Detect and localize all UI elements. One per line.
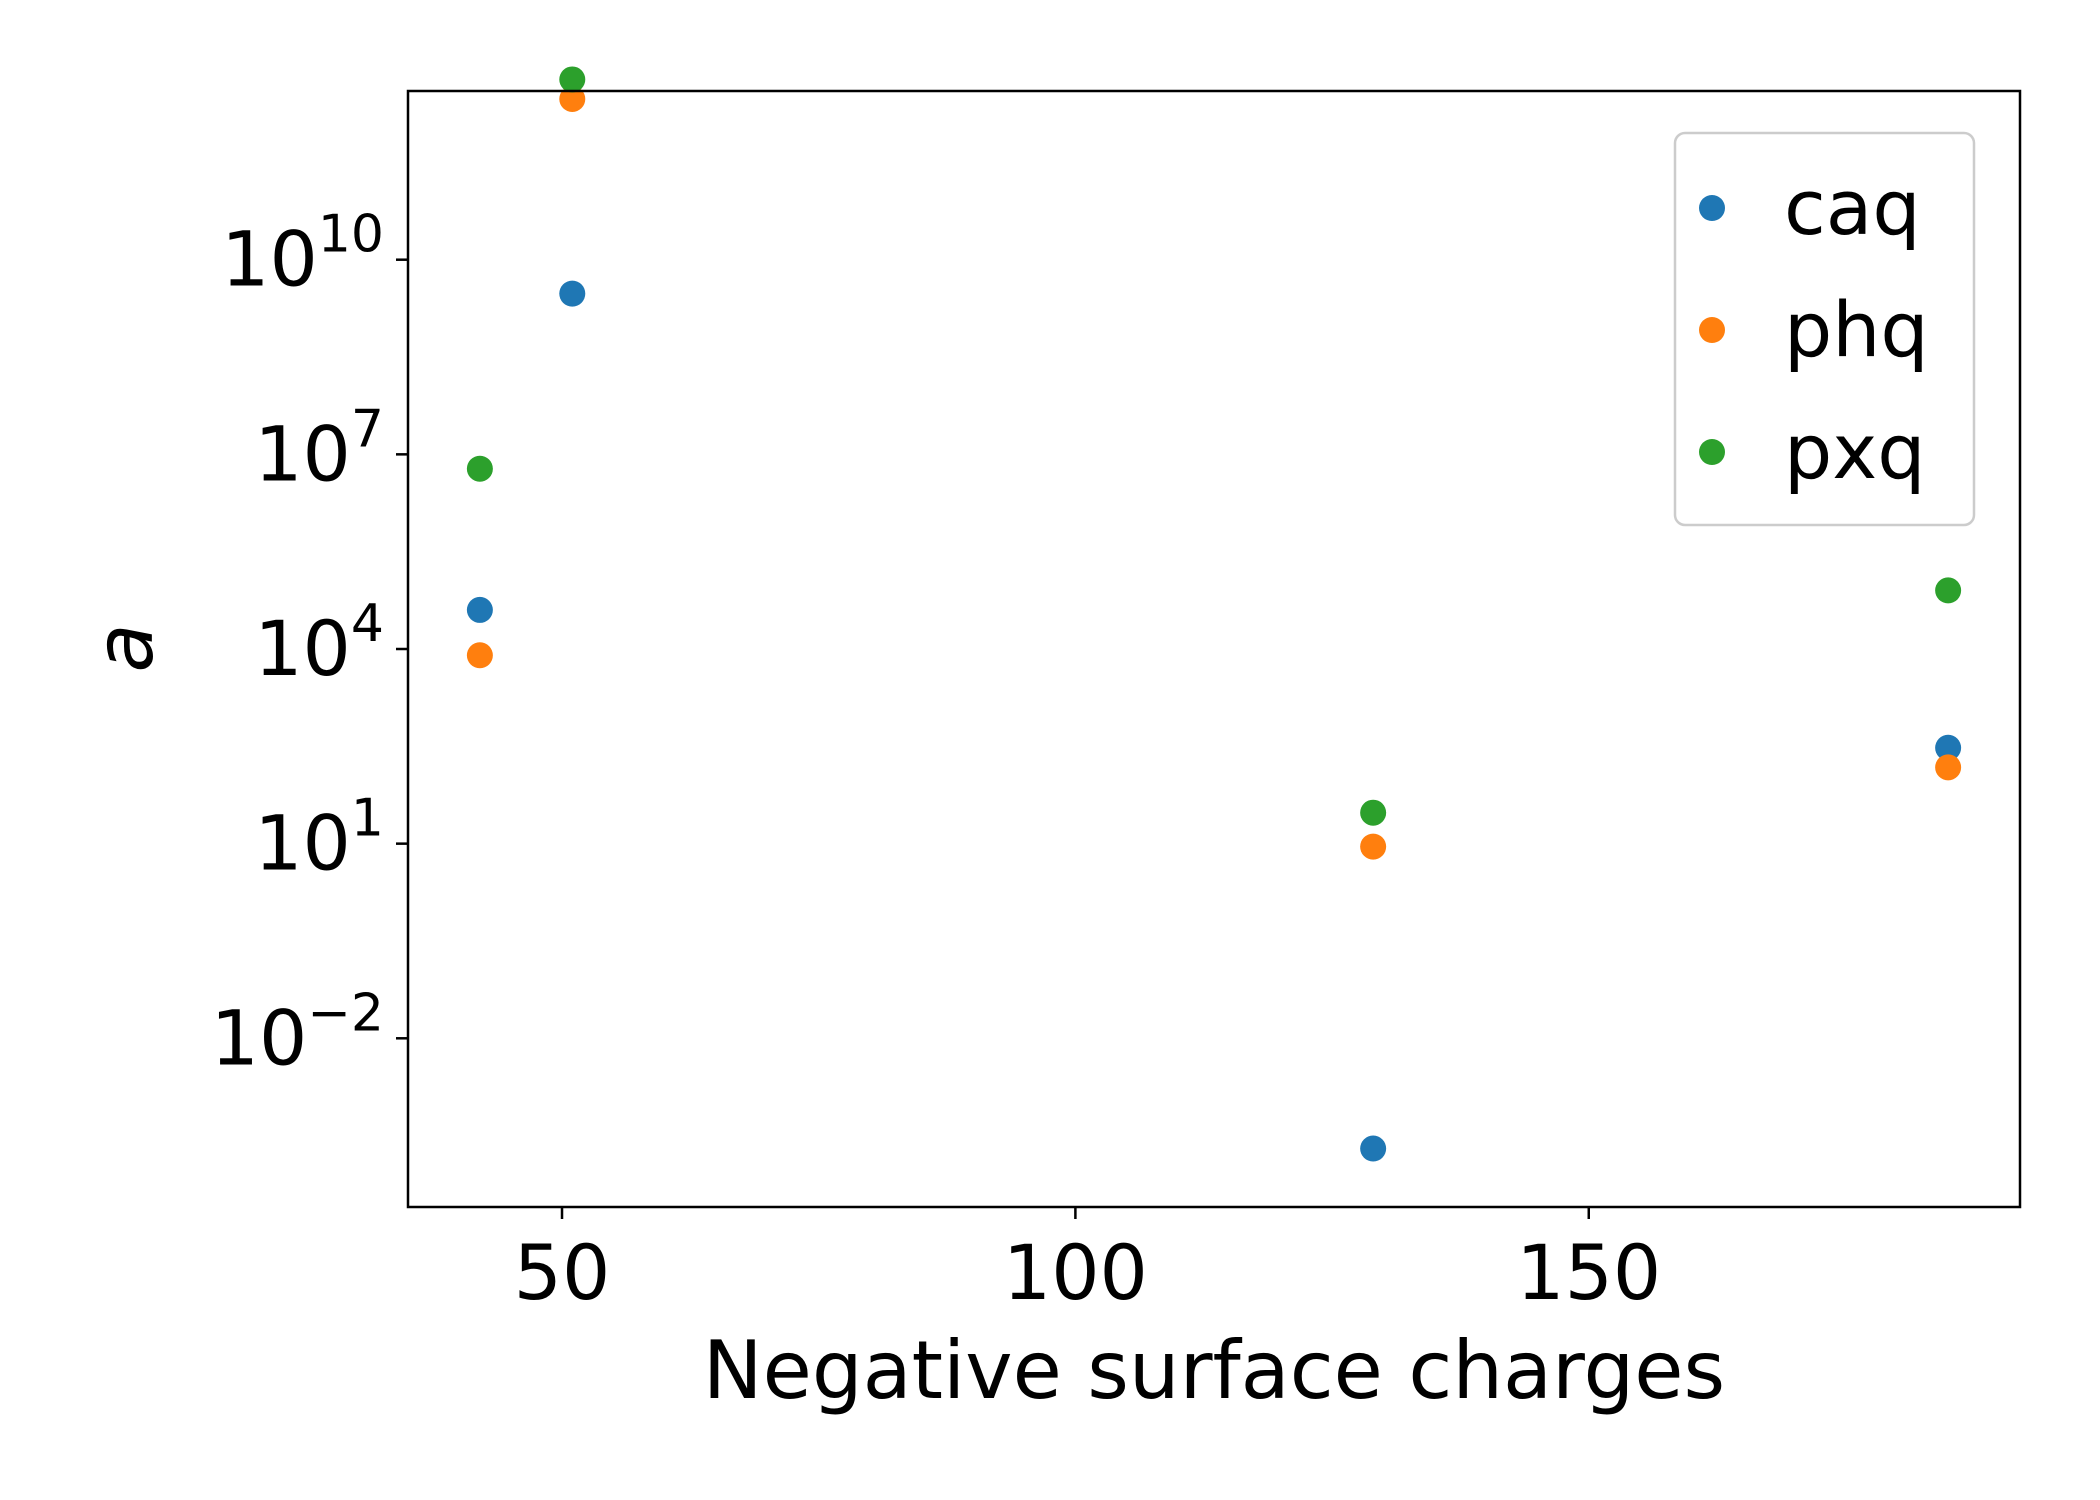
point-phq	[466, 642, 493, 669]
y-tick-base: 10	[254, 409, 351, 498]
y-tick-exponent: −2	[307, 983, 384, 1043]
point-pxq	[1935, 577, 1962, 604]
y-tick-base: 10	[221, 215, 318, 304]
point-caq	[466, 596, 493, 623]
y-tick-base: 10	[254, 604, 351, 693]
point-caq	[1360, 1135, 1387, 1162]
x-tick-label: 100	[1003, 1228, 1148, 1317]
data-points	[466, 66, 1962, 1162]
y-axis-label: a	[78, 623, 171, 672]
point-caq	[559, 280, 586, 307]
y-tick-exponent: 4	[351, 594, 384, 654]
y-tick-label: 104	[254, 594, 384, 693]
y-tick-exponent: 1	[351, 789, 384, 849]
legend-marker-phq	[1699, 317, 1725, 343]
point-pxq	[559, 66, 586, 93]
x-tick-label: 150	[1516, 1228, 1661, 1317]
y-tick-base: 10	[254, 799, 351, 888]
legend-box	[1673, 131, 1976, 527]
legend-label-pxq: pxq	[1784, 407, 1925, 496]
point-caq	[1935, 734, 1962, 761]
x-axis-label: Negative surface charges	[703, 1324, 1725, 1417]
point-phq	[1360, 833, 1387, 860]
y-tick-label: 1010	[221, 205, 384, 304]
legend-marker-pxq	[1699, 439, 1725, 465]
point-pxq	[466, 455, 493, 482]
legend-items: caq phq pxq	[1699, 163, 1929, 496]
x-tick-label: 50	[514, 1228, 611, 1317]
y-tick-base: 10	[211, 993, 308, 1082]
point-phq	[559, 85, 586, 112]
legend: caq phq pxq	[1673, 131, 1976, 527]
y-tick-exponent: 10	[318, 205, 384, 265]
plot-frame	[406, 89, 2022, 1209]
y-tick-exponent: 7	[351, 399, 384, 459]
y-tick-label: 101	[254, 789, 384, 888]
point-phq	[1935, 754, 1962, 781]
y-tick-label: 107	[254, 399, 384, 498]
legend-label-phq: phq	[1784, 285, 1929, 374]
y-tick-label: 10−2	[211, 983, 384, 1082]
legend-marker-caq	[1699, 195, 1725, 221]
point-pxq	[1360, 799, 1387, 826]
legend-label-caq: caq	[1784, 163, 1921, 252]
